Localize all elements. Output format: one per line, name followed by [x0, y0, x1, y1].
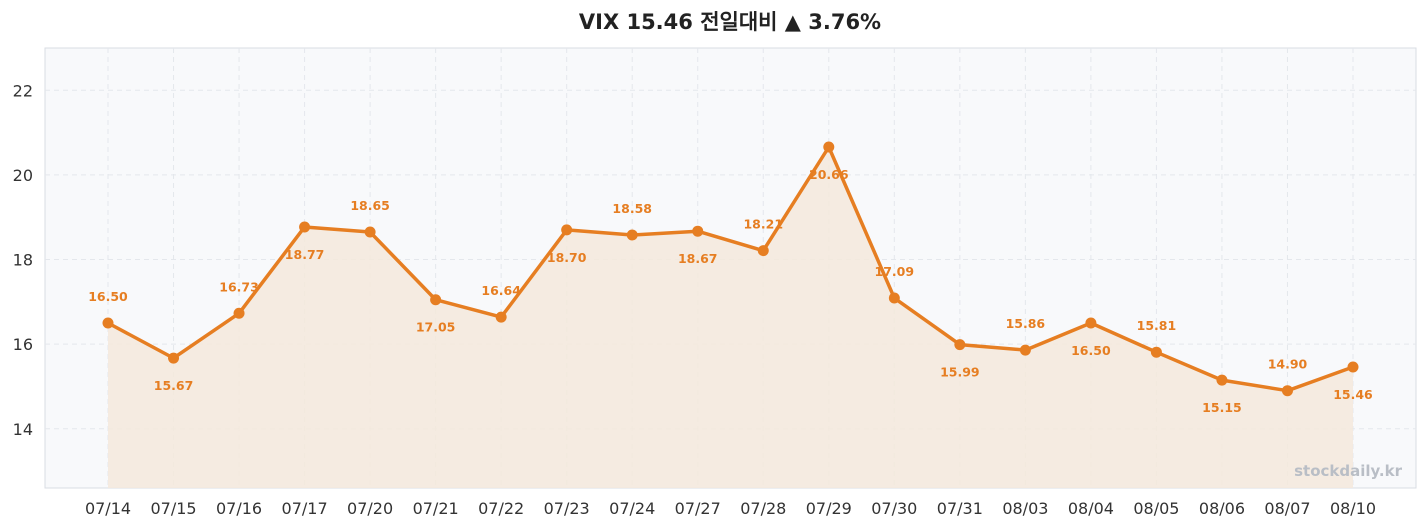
x-tick-label: 08/10: [1330, 499, 1376, 518]
data-point: [364, 226, 376, 238]
x-tick-label: 07/15: [150, 499, 196, 518]
data-point: [1150, 346, 1162, 358]
data-label: 17.09: [875, 264, 915, 279]
data-point: [299, 221, 311, 233]
x-tick-label: 08/03: [1002, 499, 1048, 518]
watermark: stockdaily.kr: [1294, 462, 1402, 480]
data-label: 18.77: [285, 247, 325, 262]
series-line: [106, 145, 1355, 393]
x-tick-label: 07/29: [806, 499, 852, 518]
data-label: 18.65: [350, 198, 390, 213]
x-tick-label: 08/06: [1199, 499, 1245, 518]
x-tick-label: 07/28: [740, 499, 786, 518]
series-area: [108, 147, 1353, 488]
data-label: 17.05: [416, 320, 456, 335]
data-labels-layer: 16.50 15.67 16.73 18.77 18.65 17.05 16.64 18.70…: [88, 167, 1373, 415]
data-label: 16.64: [481, 283, 521, 298]
y-tick-label: 16: [13, 335, 33, 354]
data-point: [888, 292, 900, 304]
data-label: 15.86: [1006, 316, 1046, 331]
data-label: 16.73: [219, 279, 259, 294]
y-tick-label: 20: [13, 166, 33, 185]
x-tick-label: 07/17: [282, 499, 328, 518]
x-tick-label: 07/21: [413, 499, 459, 518]
y-tick-label: 14: [13, 420, 33, 439]
x-tick-label: 08/07: [1264, 499, 1310, 518]
data-label: 16.50: [88, 289, 128, 304]
data-label: 18.58: [612, 201, 652, 216]
data-point: [757, 245, 769, 257]
data-label: 15.99: [940, 365, 980, 380]
data-point: [823, 141, 835, 153]
data-label: 18.21: [743, 217, 783, 232]
data-label: 15.46: [1333, 387, 1373, 402]
data-point: [168, 352, 180, 364]
data-label: 18.67: [678, 251, 718, 266]
x-tick-label: 07/20: [347, 499, 393, 518]
data-point: [430, 294, 442, 306]
data-point: [1019, 344, 1031, 356]
data-label: 14.90: [1268, 357, 1308, 372]
x-tick-label: 07/14: [85, 499, 131, 518]
data-point: [954, 339, 966, 351]
area-fill-layer: [108, 147, 1353, 488]
x-tick-label: 07/27: [675, 499, 721, 518]
data-point: [626, 229, 638, 241]
x-tick-label: 08/05: [1133, 499, 1179, 518]
data-points-layer: [102, 141, 1359, 397]
data-point: [1085, 317, 1097, 329]
data-point: [495, 311, 507, 323]
x-tick-label: 07/31: [937, 499, 983, 518]
y-tick-label: 22: [13, 81, 33, 100]
data-label: 16.50: [1071, 343, 1111, 358]
series-line-layer: [106, 145, 1355, 393]
data-label: 20.66: [809, 167, 849, 182]
data-point: [233, 307, 245, 319]
x-tick-label: 08/04: [1068, 499, 1114, 518]
data-label: 18.70: [547, 250, 587, 265]
chart-title: VIX 15.46 전일대비 ▲ 3.76%: [579, 10, 881, 34]
x-axis-ticks: 07/14 07/15 07/16 07/17 07/20 07/21 07/22 07/23…: [85, 499, 1376, 518]
x-tick-label: 07/30: [871, 499, 917, 518]
data-point: [1347, 361, 1359, 373]
data-point: [692, 225, 704, 237]
data-label: 15.15: [1202, 400, 1242, 415]
data-point: [1281, 385, 1293, 397]
x-tick-label: 07/22: [478, 499, 524, 518]
y-axis-ticks: 14 16 18 20 22: [13, 81, 33, 438]
y-tick-label: 18: [13, 251, 33, 270]
data-point: [102, 317, 114, 329]
x-tick-label: 07/23: [544, 499, 590, 518]
data-label: 15.81: [1137, 318, 1177, 333]
x-tick-label: 07/24: [609, 499, 655, 518]
x-tick-label: 07/16: [216, 499, 262, 518]
data-label: 15.67: [154, 378, 194, 393]
data-point: [1216, 374, 1228, 386]
data-point: [561, 224, 573, 236]
